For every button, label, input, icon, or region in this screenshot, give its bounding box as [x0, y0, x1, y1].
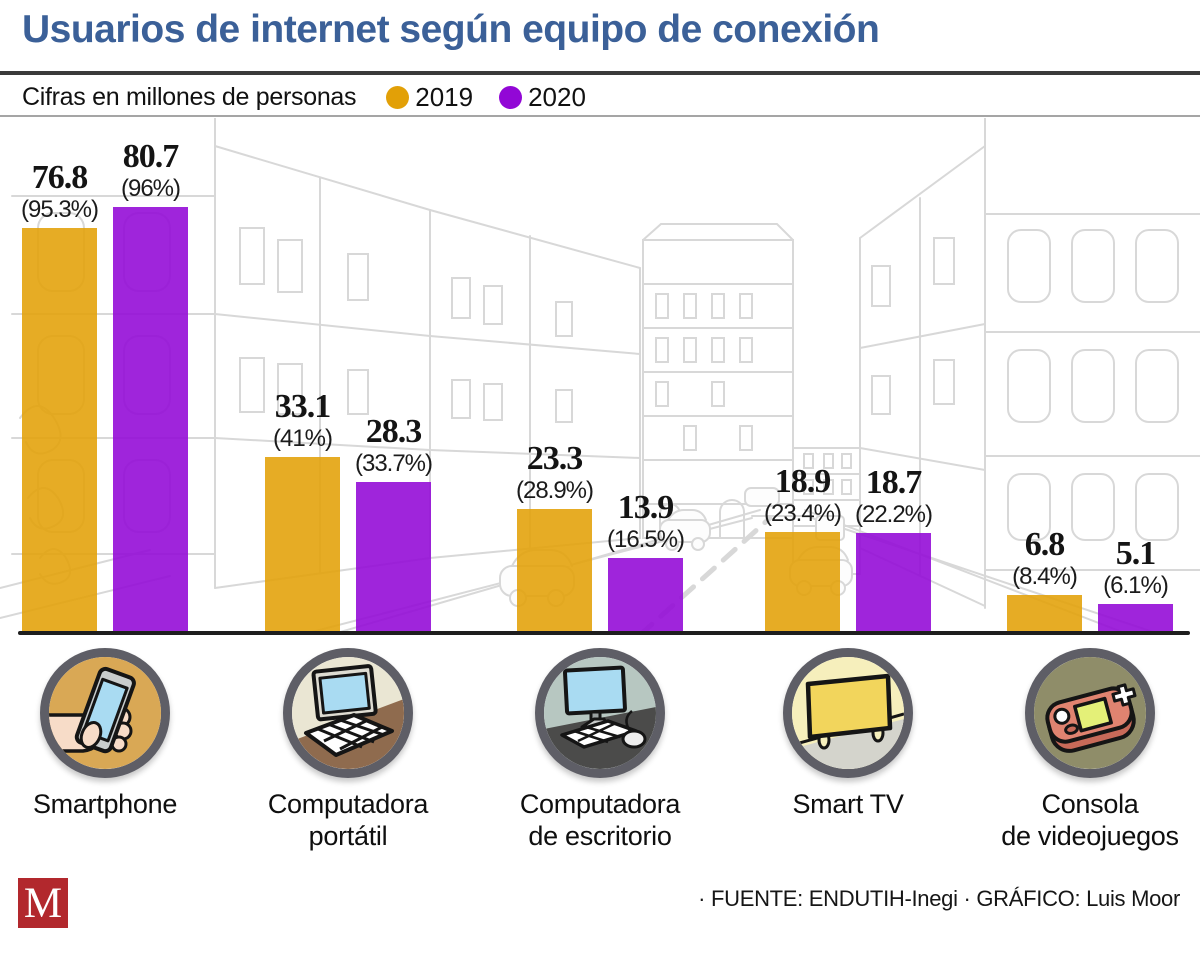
category-label-console: Consola de videojuegos: [1001, 789, 1179, 852]
bar-2020-smartphone: [113, 207, 188, 631]
bar-label-2020-smartphone: 80.7 (96%): [120, 138, 181, 202]
bar-2020-computadora-de-escritorio: [608, 558, 683, 631]
legend-label-2020: 2020: [528, 81, 586, 112]
page-title: Usuarios de internet según equipo de con…: [22, 8, 880, 51]
bar-label-2020-computadora-port-til: 28.3 (33.7%): [354, 413, 433, 477]
hand-holding-smartphone-icon: [40, 648, 170, 778]
source-credits: · FUENTE: ENDUTIH-Inegi · GRÁFICO: Luis …: [698, 886, 1180, 911]
legend-item-2020: 2020: [499, 82, 586, 113]
bar-percent: (23.4%): [763, 500, 842, 527]
bar-2019-consola-de-videojuegos: [1007, 595, 1082, 631]
category-label-desktop: Computadora de escritorio: [519, 789, 681, 852]
laptop-icon: [283, 648, 413, 778]
category-label-smartphone: Smartphone: [32, 789, 178, 819]
chart-baseline: [18, 631, 1190, 635]
desktop-computer-icon: [535, 648, 665, 778]
legend-dot-2019-icon: [386, 85, 410, 109]
legend-item-2019: 2019: [386, 82, 473, 113]
bar-percent: (41%): [272, 425, 333, 452]
bar-2019-computadora-de-escritorio: [517, 509, 592, 631]
legend-dot-2020-icon: [499, 85, 523, 109]
bar-label-2019-smart-tv: 18.9 (23.4%): [763, 463, 842, 527]
milenio-logo: M: [18, 878, 68, 928]
bar-percent: (8.4%): [1012, 563, 1078, 590]
bar-percent: (33.7%): [354, 450, 433, 477]
bar-value: 80.7: [122, 138, 180, 175]
bar-label-2019-smartphone: 76.8 (95.3%): [20, 159, 99, 223]
bar-value: 18.7: [865, 464, 923, 501]
bar-2019-computadora-port-til: [265, 457, 340, 631]
bar-value: 23.3: [526, 440, 584, 477]
units-label: Cifras en millones de personas: [22, 82, 357, 111]
bar-2020-smart-tv: [856, 533, 931, 631]
legend-bar: Cifras en millones de personas 2019 2020: [22, 79, 612, 115]
bar-percent: (95.3%): [20, 196, 99, 223]
bar-value: 5.1: [1115, 535, 1156, 572]
category-label-laptop: Computadora portátil: [267, 789, 429, 852]
bar-label-2019-consola-de-videojuegos: 6.8 (8.4%): [1012, 526, 1078, 590]
bar-2019-smart-tv: [765, 532, 840, 631]
bar-2020-computadora-port-til: [356, 482, 431, 631]
bar-percent: (28.9%): [515, 477, 594, 504]
game-console-icon: [1025, 648, 1155, 778]
bar-value: 6.8: [1024, 526, 1065, 563]
bar-label-2020-smart-tv: 18.7 (22.2%): [854, 464, 933, 528]
bar-value: 13.9: [617, 489, 675, 526]
legend-label-2019: 2019: [415, 81, 474, 112]
bar-value: 76.8: [31, 159, 89, 196]
bar-percent: (96%): [120, 175, 181, 202]
bar-label-2019-computadora-port-til: 33.1 (41%): [272, 388, 333, 452]
smart-tv-icon: [783, 648, 913, 778]
bar-value: 33.1: [274, 388, 332, 425]
bar-label-2020-computadora-de-escritorio: 13.9 (16.5%): [606, 489, 685, 553]
bar-label-2019-computadora-de-escritorio: 23.3 (28.9%): [515, 440, 594, 504]
bar-percent: (16.5%): [606, 526, 685, 553]
bar-percent: (6.1%): [1103, 572, 1169, 599]
divider-title: [0, 71, 1200, 75]
chart-area: 76.8 (95.3%) 80.7 (96%) 33.1 (41%) 28.3 (33.7%)…: [0, 118, 1200, 635]
bar-2020-consola-de-videojuegos: [1098, 604, 1173, 631]
bar-value: 28.3: [365, 413, 423, 450]
category-label-smart-tv: Smart TV: [792, 789, 904, 819]
bar-2019-smartphone: [22, 228, 97, 631]
device-icons-row: [0, 640, 1200, 790]
bar-label-2020-consola-de-videojuegos: 5.1 (6.1%): [1103, 535, 1169, 599]
bar-percent: (22.2%): [854, 501, 933, 528]
divider-legend: [0, 115, 1200, 117]
bar-value: 18.9: [774, 463, 832, 500]
